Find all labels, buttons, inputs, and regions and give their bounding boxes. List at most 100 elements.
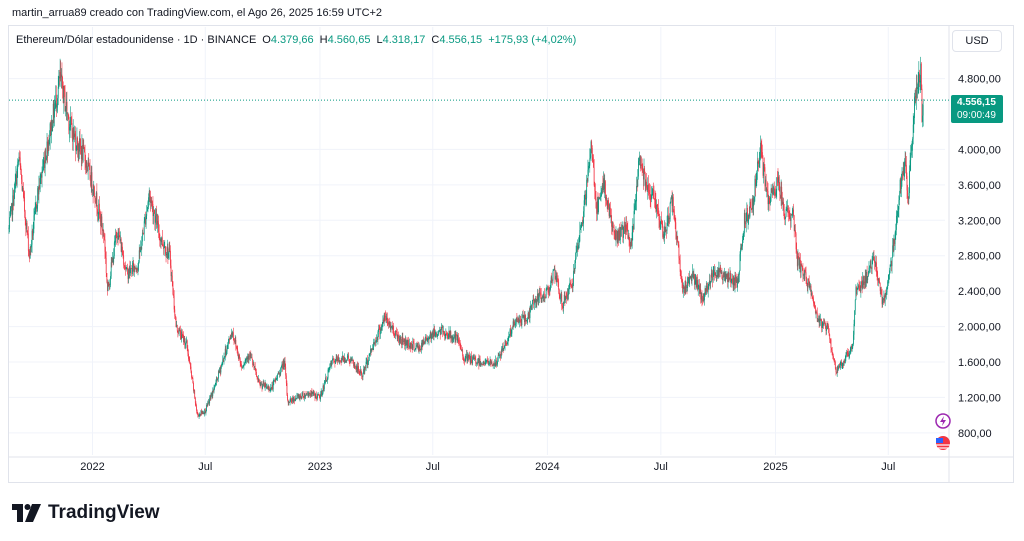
currency-button[interactable]: USD xyxy=(952,30,1002,52)
candle-body xyxy=(179,329,181,331)
candle-body xyxy=(82,145,84,161)
candle-body xyxy=(917,82,919,88)
candle-body xyxy=(674,214,675,220)
candle-body xyxy=(574,263,576,272)
candle-body xyxy=(658,213,660,220)
candle-body xyxy=(242,366,244,368)
candle-body xyxy=(675,222,677,232)
candle-body xyxy=(627,229,629,239)
candle-body xyxy=(480,363,482,366)
candle-body xyxy=(424,337,426,344)
candle-body xyxy=(790,214,792,221)
candle-body xyxy=(342,355,344,358)
candle-body xyxy=(730,273,732,282)
candle-body xyxy=(555,275,556,280)
candle-body xyxy=(75,136,77,151)
candle-body xyxy=(163,245,164,249)
candle-body xyxy=(765,179,766,187)
candle-body xyxy=(557,280,559,283)
candle-body xyxy=(533,299,535,305)
candle-body xyxy=(378,328,380,330)
candle-body xyxy=(231,332,233,336)
candle-body xyxy=(442,331,444,333)
candle-body xyxy=(88,162,90,165)
candle-body xyxy=(148,197,149,203)
y-tick-label: 2.800,00 xyxy=(958,251,1001,263)
candle-body xyxy=(87,162,89,171)
candle-body xyxy=(859,290,861,292)
candle-body xyxy=(309,393,311,395)
candle-body xyxy=(85,160,87,168)
candle-body xyxy=(88,164,90,166)
candle-body xyxy=(712,271,714,281)
candle-body xyxy=(714,270,715,275)
candle-body xyxy=(780,195,781,199)
candle-body xyxy=(670,199,672,203)
candle-body xyxy=(206,404,207,412)
candle-body xyxy=(284,360,285,367)
candle-body xyxy=(302,392,304,397)
candle-body xyxy=(771,188,773,190)
candle-body xyxy=(705,288,707,294)
candle-body xyxy=(535,298,537,304)
candle-body xyxy=(93,186,95,197)
candle-body xyxy=(622,226,624,238)
candle-body xyxy=(171,275,173,277)
x-tick-label: Jul xyxy=(654,461,668,473)
candle-body xyxy=(294,398,295,402)
candle-body xyxy=(718,268,720,276)
candle-body xyxy=(24,196,25,212)
candle-body xyxy=(182,334,184,336)
candle-body xyxy=(714,272,716,275)
candle-body xyxy=(138,261,140,267)
candle-body xyxy=(737,278,738,288)
candle-body xyxy=(581,222,583,224)
candle-body xyxy=(353,363,355,367)
candle-body xyxy=(771,189,773,195)
candle-body xyxy=(269,389,270,391)
candle-body xyxy=(34,210,35,216)
candle-body xyxy=(914,97,915,119)
candle-body xyxy=(12,195,14,215)
candle-body xyxy=(466,354,468,361)
candle-body xyxy=(569,282,571,286)
candle-body xyxy=(318,394,320,397)
candle-body xyxy=(187,348,189,354)
candle-body xyxy=(824,322,826,324)
candle-body xyxy=(315,393,317,397)
candle-body xyxy=(878,278,880,281)
candle-body xyxy=(426,339,428,341)
candle-body xyxy=(128,267,130,275)
candle-body xyxy=(417,345,419,347)
candle-body xyxy=(763,164,765,168)
candle-body xyxy=(44,160,45,168)
candle-body xyxy=(666,229,667,231)
candle-body xyxy=(692,271,694,278)
candle-body xyxy=(105,251,106,258)
chart-pane[interactable] xyxy=(8,25,1014,483)
candle-body xyxy=(20,165,22,175)
candle-body xyxy=(795,233,797,250)
candle-body xyxy=(817,320,819,322)
candle-body xyxy=(672,197,674,206)
candle-body xyxy=(705,285,707,294)
candle-body xyxy=(298,395,300,397)
candle-body xyxy=(351,360,353,361)
candle-body xyxy=(235,339,237,347)
candle-body xyxy=(507,342,508,344)
candle-body xyxy=(912,138,913,147)
candle-body xyxy=(313,392,315,394)
candle-body xyxy=(289,401,290,403)
candle-body xyxy=(239,355,240,359)
candle-body xyxy=(243,364,245,367)
candle-body xyxy=(612,225,614,228)
candle-body xyxy=(340,362,342,363)
candle-body xyxy=(173,294,174,296)
candle-body xyxy=(733,278,735,286)
symbol-title[interactable]: Ethereum/Dólar estadounidense · 1D · BIN… xyxy=(16,34,257,46)
candle-body xyxy=(896,215,898,217)
candle-body xyxy=(270,387,272,390)
close-value: 4.556,15 xyxy=(439,34,483,46)
candle-body xyxy=(889,270,890,276)
